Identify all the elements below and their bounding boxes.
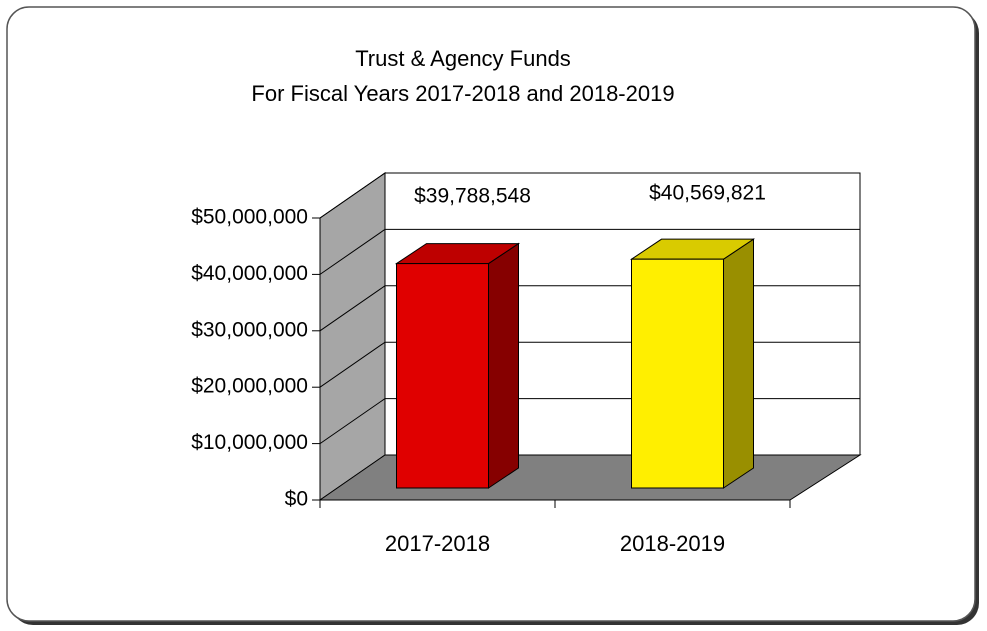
grid-line [319,172,860,219]
y-tick-label: $10,000,000 [191,431,308,454]
x-tick-label: 2017-2018 [385,531,490,556]
y-tick-label: $30,000,000 [191,318,308,341]
bar [631,258,724,489]
side-wall [319,172,386,501]
chart-title: Trust & Agency Funds [355,46,571,71]
y-tick-label: $20,000,000 [191,375,308,398]
grid-line [319,228,860,275]
data-label: $40,569,821 [649,182,766,205]
x-tick-label: 2018-2019 [620,531,725,556]
y-tick-label: $0 [285,488,308,511]
y-tick-label: $50,000,000 [191,206,308,229]
chart-subtitle: For Fiscal Years 2017-2018 and 2018-2019 [251,81,674,106]
y-tick-label: $40,000,000 [191,262,308,285]
data-label: $39,788,548 [414,185,531,208]
bar-side [488,242,519,489]
bar [396,263,489,489]
bar-side [723,238,754,489]
